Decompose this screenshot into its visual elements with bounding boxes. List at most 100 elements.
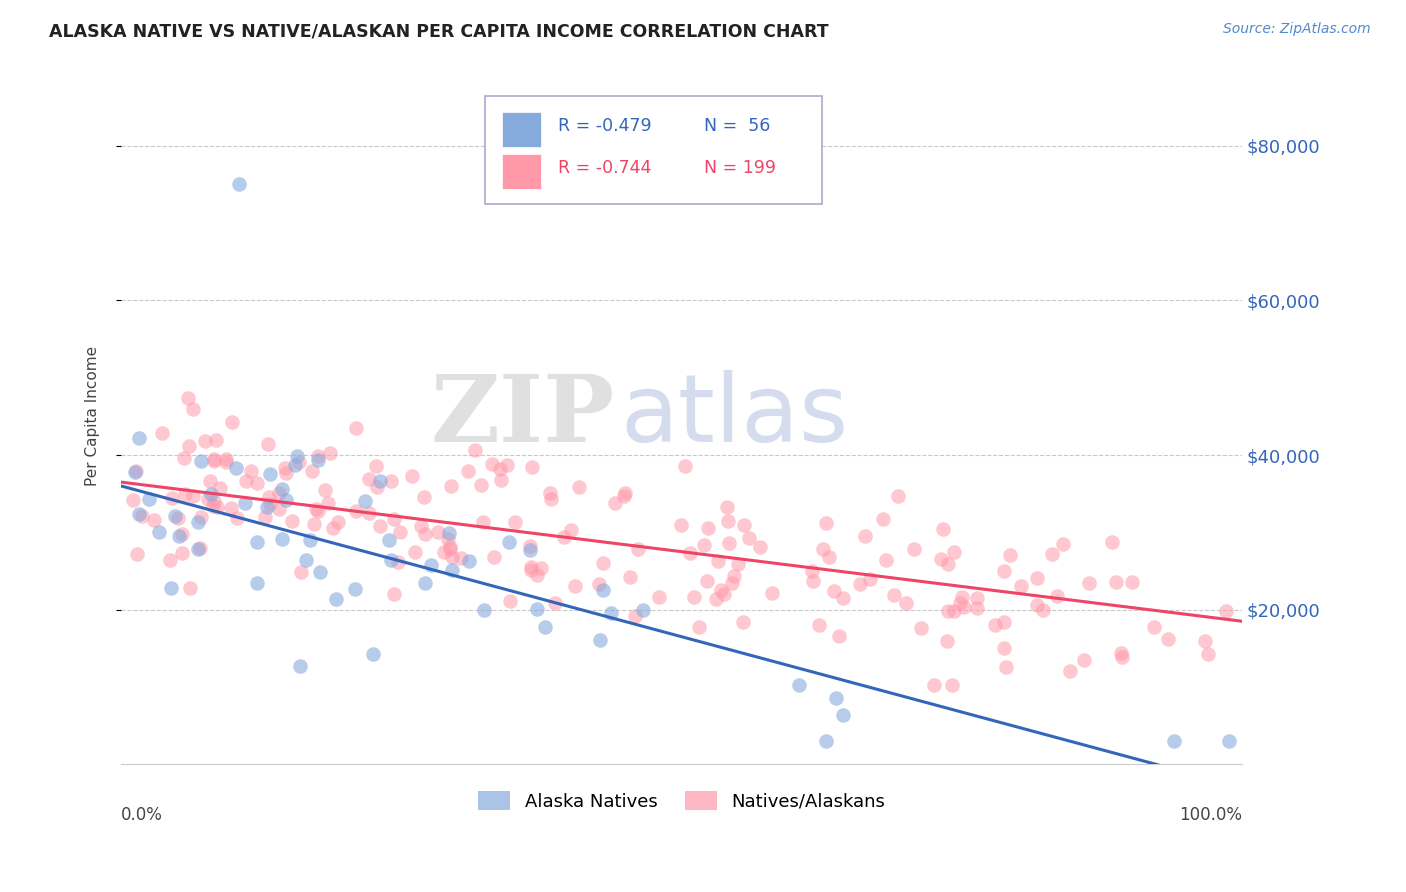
Point — [489, 474, 512, 488]
Point — [366, 480, 388, 494]
Point — [457, 554, 479, 568]
Point — [966, 601, 988, 615]
Point — [233, 496, 256, 510]
Point — [344, 421, 367, 435]
Point — [167, 511, 190, 525]
Point — [924, 678, 946, 692]
Point — [998, 548, 1021, 562]
Point — [1105, 575, 1128, 590]
FancyBboxPatch shape — [485, 96, 821, 204]
Point — [413, 575, 436, 590]
Point — [343, 582, 366, 597]
Point — [489, 462, 512, 476]
Point — [721, 576, 744, 591]
Point — [887, 489, 910, 503]
Point — [382, 587, 405, 601]
Point — [177, 391, 200, 405]
Point — [382, 512, 405, 526]
Point — [716, 500, 738, 515]
Point — [159, 553, 181, 567]
Text: atlas: atlas — [620, 370, 848, 462]
Point — [325, 592, 347, 607]
Point — [807, 618, 830, 632]
Point — [599, 606, 621, 620]
Point — [188, 541, 211, 555]
Point — [368, 518, 391, 533]
Point — [290, 565, 312, 579]
Point — [259, 467, 281, 482]
Point — [131, 508, 153, 523]
Point — [876, 553, 898, 567]
Point — [1218, 734, 1240, 748]
Point — [872, 512, 894, 526]
Point — [669, 518, 692, 533]
Point — [564, 579, 586, 593]
Point — [304, 517, 326, 532]
Point — [727, 557, 749, 571]
Point — [1052, 536, 1074, 550]
Point — [257, 490, 280, 504]
Point — [354, 494, 377, 508]
Point — [519, 563, 541, 577]
Point — [138, 492, 160, 507]
Point — [519, 559, 541, 574]
Point — [498, 534, 520, 549]
Point — [181, 489, 204, 503]
Text: Source: ZipAtlas.com: Source: ZipAtlas.com — [1223, 22, 1371, 37]
Point — [433, 545, 456, 559]
Point — [271, 482, 294, 496]
Point — [1215, 604, 1237, 618]
Point — [910, 621, 932, 635]
Point — [357, 472, 380, 486]
Point — [364, 458, 387, 473]
Point — [409, 519, 432, 533]
Point — [246, 475, 269, 490]
Point — [1010, 579, 1032, 593]
Point — [825, 691, 848, 706]
Point — [308, 565, 330, 579]
Point — [239, 464, 262, 478]
Legend: Alaska Natives, Natives/Alaskans: Alaska Natives, Natives/Alaskans — [471, 783, 893, 818]
Point — [194, 434, 217, 448]
Point — [439, 540, 461, 554]
Point — [198, 474, 221, 488]
Point — [683, 590, 706, 604]
Point — [673, 458, 696, 473]
Point — [823, 584, 845, 599]
Text: R = -0.744: R = -0.744 — [558, 159, 651, 177]
Point — [1025, 598, 1047, 612]
Point — [413, 490, 436, 504]
Point — [1025, 571, 1047, 585]
Point — [187, 515, 209, 529]
Point — [179, 439, 201, 453]
Point — [439, 541, 461, 556]
Point — [696, 574, 718, 588]
Point — [440, 564, 463, 578]
Point — [519, 543, 541, 558]
Point — [404, 544, 426, 558]
Point — [941, 678, 963, 692]
Point — [1163, 734, 1185, 748]
Point — [215, 455, 238, 469]
Point — [1046, 589, 1069, 603]
Point — [619, 570, 641, 584]
Point — [307, 453, 329, 467]
Point — [710, 582, 733, 597]
Point — [344, 504, 367, 518]
Point — [731, 615, 754, 629]
Point — [160, 581, 183, 595]
Point — [228, 178, 250, 192]
Point — [450, 550, 472, 565]
Point — [163, 508, 186, 523]
Point — [894, 596, 917, 610]
Text: ALASKA NATIVE VS NATIVE/ALASKAN PER CAPITA INCOME CORRELATION CHART: ALASKA NATIVE VS NATIVE/ALASKAN PER CAPI… — [49, 22, 828, 40]
Point — [801, 574, 824, 588]
Point — [464, 443, 486, 458]
Point — [205, 500, 228, 514]
Text: R = -0.479: R = -0.479 — [558, 117, 652, 136]
Point — [202, 494, 225, 508]
Point — [533, 619, 555, 633]
Point — [172, 546, 194, 560]
Point — [718, 536, 741, 550]
Point — [128, 507, 150, 521]
